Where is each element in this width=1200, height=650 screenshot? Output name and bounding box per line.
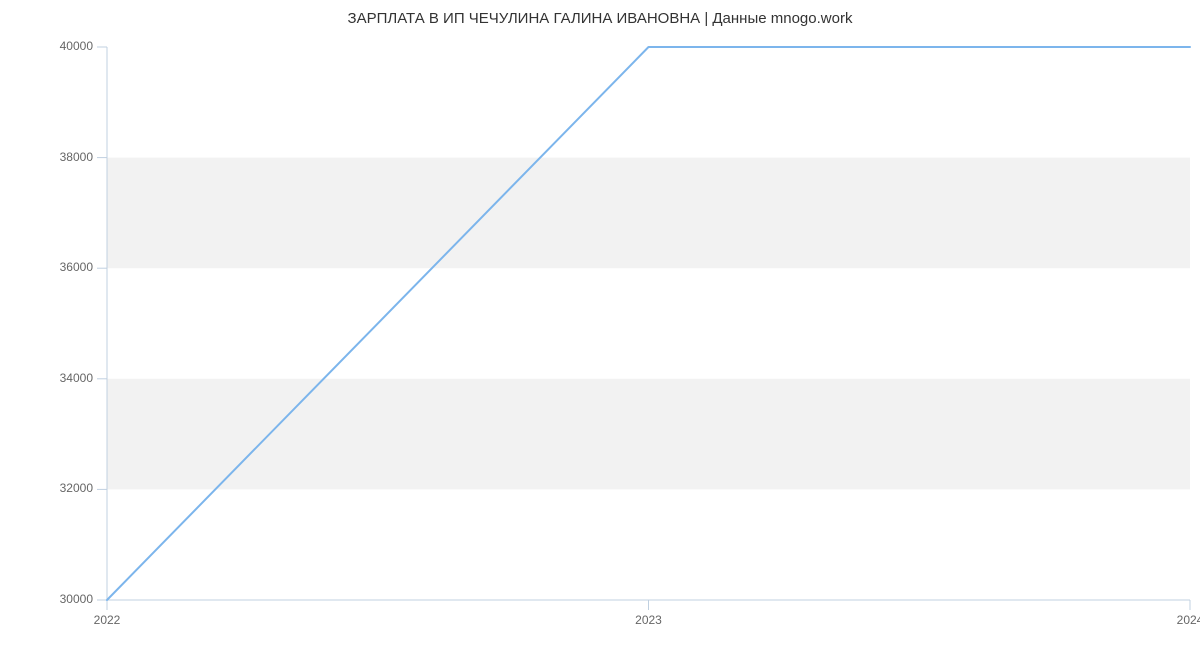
x-tick-label: 2024 xyxy=(1177,613,1200,627)
y-tick-label: 36000 xyxy=(60,260,93,274)
y-tick-label: 34000 xyxy=(60,371,93,385)
y-tick-label: 38000 xyxy=(60,150,93,164)
x-tick-label: 2023 xyxy=(635,613,662,627)
y-tick-label: 40000 xyxy=(60,39,93,53)
x-tick-label: 2022 xyxy=(94,613,121,627)
series-salary xyxy=(107,47,1190,600)
y-tick-label: 30000 xyxy=(60,592,93,606)
salary-line-chart xyxy=(0,0,1200,650)
y-tick-label: 32000 xyxy=(60,481,93,495)
